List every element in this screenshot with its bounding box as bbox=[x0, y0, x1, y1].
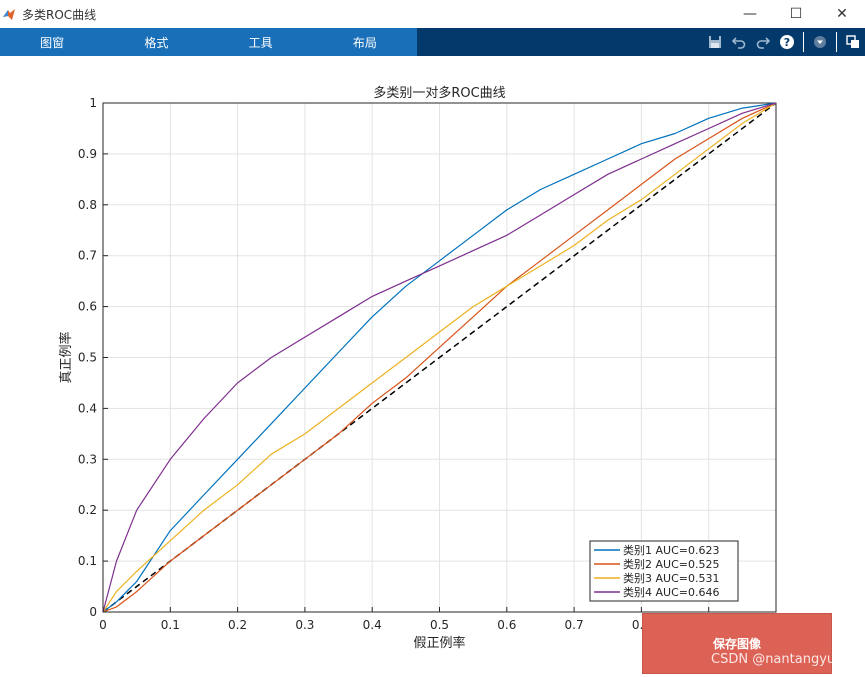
close-button[interactable]: ✕ bbox=[836, 6, 848, 22]
minimize-button[interactable]: — bbox=[743, 6, 757, 22]
svg-text:?: ? bbox=[784, 36, 790, 49]
title-bar: 多类ROC曲线 — ☐ ✕ bbox=[0, 0, 865, 28]
toolstrip-tabs: 图窗 格式 工具 布局 bbox=[0, 28, 417, 56]
x-tick-label: 0.3 bbox=[295, 618, 314, 632]
tab-layout[interactable]: 布局 bbox=[352, 35, 377, 50]
save-image-button[interactable]: 保存图像 bbox=[642, 613, 832, 674]
undock-icon[interactable] bbox=[841, 28, 865, 56]
x-tick-label: 0.6 bbox=[497, 618, 516, 632]
y-tick-label: 0.5 bbox=[78, 351, 97, 365]
legend-entry-4: 类别4 AUC=0.646 bbox=[623, 585, 719, 599]
y-tick-label: 0.6 bbox=[78, 300, 97, 314]
toolbar-separator bbox=[836, 32, 837, 52]
series-line-3 bbox=[102, 102, 777, 613]
help-icon[interactable]: ? bbox=[775, 28, 799, 56]
redo-icon[interactable] bbox=[751, 28, 775, 56]
x-tick-label: 0 bbox=[99, 618, 107, 632]
x-tick-label: 0.4 bbox=[363, 618, 382, 632]
dropdown-icon[interactable] bbox=[808, 28, 832, 56]
y-tick-label: 0 bbox=[89, 605, 97, 619]
legend-entry-3: 类别3 AUC=0.531 bbox=[623, 571, 719, 585]
x-tick-label: 0.1 bbox=[161, 618, 180, 632]
legend-entry-1: 类别1 AUC=0.623 bbox=[623, 543, 719, 557]
x-tick-label: 0.5 bbox=[430, 618, 449, 632]
quick-access-toolbar: ? bbox=[703, 28, 865, 56]
series-line-4 bbox=[102, 102, 777, 613]
save-icon[interactable] bbox=[703, 28, 727, 56]
y-tick-label: 0.9 bbox=[78, 147, 97, 161]
x-axis-label: 假正例率 bbox=[413, 635, 465, 651]
tab-figure[interactable]: 图窗 bbox=[40, 35, 65, 50]
series-line-2 bbox=[102, 102, 777, 613]
tab-tools[interactable]: 工具 bbox=[248, 35, 273, 50]
y-tick-label: 0.8 bbox=[78, 198, 97, 212]
maximize-button[interactable]: ☐ bbox=[789, 6, 803, 22]
roc-plot: 0 0.1 0.2 0.3 0.4 0.5 0.6 0.7 0.8 0.9 1 0 0.1 0.2 0.3 0… bbox=[58, 85, 780, 651]
toolbar-separator bbox=[803, 32, 804, 52]
tick-layer: 0 0.1 0.2 0.3 0.4 0.5 0.6 0.7 0.8 0.9 1 0 0.1 0.2 0.3 0… bbox=[78, 96, 780, 632]
tab-format[interactable]: 格式 bbox=[144, 35, 169, 50]
y-axis-label: 真正例率 bbox=[58, 331, 74, 383]
y-tick-label: 0.7 bbox=[78, 249, 97, 263]
x-tick-label: 0.2 bbox=[228, 618, 247, 632]
undo-icon[interactable] bbox=[727, 28, 751, 56]
matlab-logo-icon bbox=[3, 9, 15, 20]
x-tick-label: 0.7 bbox=[565, 618, 584, 632]
chart-title: 多类别一对多ROC曲线 bbox=[373, 85, 505, 101]
y-tick-label: 1 bbox=[89, 96, 97, 110]
watermark-text: CSDN @nantangyuxi bbox=[711, 652, 847, 667]
toolstrip: 图窗 格式 工具 布局 ? bbox=[0, 28, 865, 56]
window-title: 多类ROC曲线 bbox=[22, 7, 97, 22]
y-tick-label: 0.1 bbox=[78, 554, 97, 568]
y-tick-label: 0.2 bbox=[78, 503, 97, 517]
series-layer bbox=[102, 102, 777, 613]
legend-box bbox=[589, 540, 739, 602]
legend-entry-2: 类别2 AUC=0.525 bbox=[623, 557, 719, 571]
y-tick-label: 0.3 bbox=[78, 452, 97, 466]
y-tick-label: 0.4 bbox=[78, 401, 97, 415]
figure-canvas: 0 0.1 0.2 0.3 0.4 0.5 0.6 0.7 0.8 0.9 1 0 0.1 0.2 0.3 0… bbox=[0, 56, 865, 677]
